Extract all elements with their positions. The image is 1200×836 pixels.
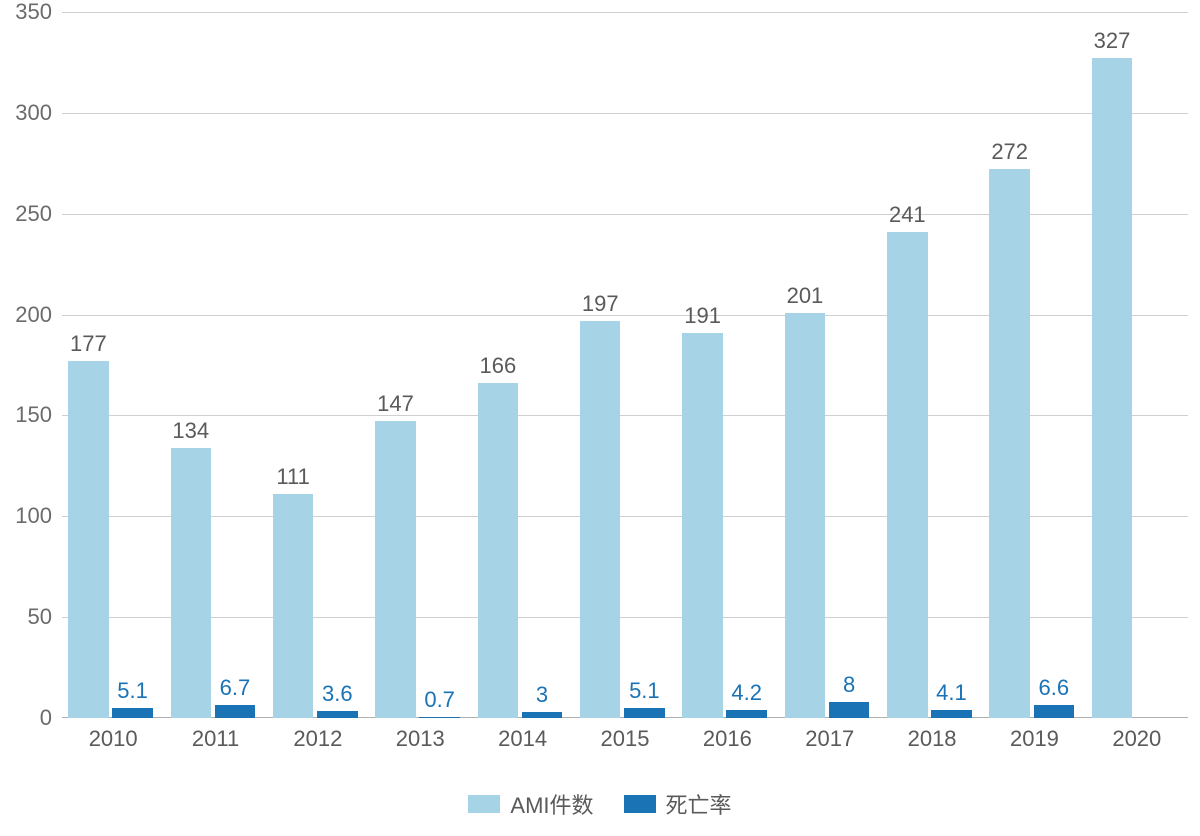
legend-item: 死亡率: [624, 788, 732, 820]
bar-value-label: 6.7: [220, 675, 251, 705]
mortality-rate-bar: 5.1: [624, 708, 665, 718]
bar-value-label: 147: [377, 391, 414, 421]
mortality-rate-bar: 4.1: [931, 710, 972, 718]
x-tick-label: 2011: [192, 718, 239, 752]
x-tick-label: 2014: [498, 718, 547, 752]
legend-swatch: [624, 795, 656, 813]
gridline: [62, 12, 1188, 13]
bar-value-label: 191: [684, 303, 721, 333]
y-tick-label: 0: [40, 705, 62, 731]
x-tick-label: 2017: [805, 718, 854, 752]
bar-value-label: 166: [480, 353, 517, 383]
bar-value-label: 8: [843, 672, 855, 702]
x-tick-label: 2019: [1010, 718, 1059, 752]
y-tick-label: 50: [28, 604, 62, 630]
bar-value-label: 4.2: [731, 680, 762, 710]
x-tick-label: 2020: [1112, 718, 1161, 752]
bar-value-label: 111: [276, 464, 309, 494]
bar-value-label: 4.1: [936, 680, 967, 710]
bar-value-label: 197: [582, 291, 619, 321]
y-tick-label: 300: [15, 100, 62, 126]
bar-value-label: 134: [172, 418, 209, 448]
mortality-rate-bar: 6.6: [1034, 705, 1075, 718]
x-tick-label: 2012: [293, 718, 342, 752]
ami-count-bar: 327: [1092, 58, 1133, 718]
chart-legend: AMI件数 死亡率: [0, 788, 1200, 820]
y-tick-label: 250: [15, 201, 62, 227]
x-tick-label: 2016: [703, 718, 752, 752]
ami-count-bar: 241: [887, 232, 928, 718]
bar-value-label: 177: [70, 331, 107, 361]
ami-count-bar: 272: [989, 169, 1030, 718]
bar-value-label: 241: [889, 202, 926, 232]
ami-count-bar: 191: [682, 333, 723, 718]
x-tick-label: 2013: [396, 718, 445, 752]
ami-count-bar: 111: [273, 494, 314, 718]
y-tick-label: 350: [15, 0, 62, 25]
ami-count-bar: 134: [171, 448, 212, 718]
x-tick-label: 2010: [89, 718, 138, 752]
ami-count-bar: 197: [580, 321, 621, 718]
gridline: [62, 113, 1188, 114]
x-tick-label: 2018: [908, 718, 957, 752]
bar-value-label: 5.1: [117, 678, 148, 708]
bar-value-label: 0.7: [424, 687, 455, 717]
mortality-rate-bar: 3.6: [317, 711, 358, 718]
legend-item: AMI件数: [468, 788, 593, 820]
mortality-rate-bar: 6.7: [215, 705, 256, 719]
ami-count-bar: 166: [478, 383, 519, 718]
legend-swatch: [468, 795, 500, 813]
bar-value-label: 201: [787, 283, 824, 313]
legend-label: 死亡率: [666, 788, 732, 820]
ami-bar-chart: 05010015020025030035020101775.120111346.…: [0, 0, 1200, 836]
y-tick-label: 100: [15, 503, 62, 529]
x-tick-label: 2015: [601, 718, 650, 752]
legend-label: AMI件数: [510, 788, 593, 820]
mortality-rate-bar: 4.2: [726, 710, 767, 718]
y-tick-label: 200: [15, 302, 62, 328]
ami-count-bar: 147: [375, 421, 416, 718]
ami-count-bar: 177: [68, 361, 109, 718]
bar-value-label: 3.6: [322, 681, 353, 711]
bar-value-label: 6.6: [1039, 675, 1070, 705]
plot-area: 05010015020025030035020101775.120111346.…: [62, 12, 1188, 718]
bar-value-label: 3: [536, 682, 548, 712]
bar-value-label: 327: [1094, 28, 1131, 58]
mortality-rate-bar: 5.1: [112, 708, 153, 718]
mortality-rate-bar: 0.7: [419, 717, 460, 718]
y-tick-label: 150: [15, 402, 62, 428]
ami-count-bar: 201: [785, 313, 826, 718]
bar-value-label: 272: [991, 139, 1028, 169]
mortality-rate-bar: 3: [522, 712, 563, 718]
bar-value-label: 5.1: [629, 678, 660, 708]
mortality-rate-bar: 8: [829, 702, 870, 718]
